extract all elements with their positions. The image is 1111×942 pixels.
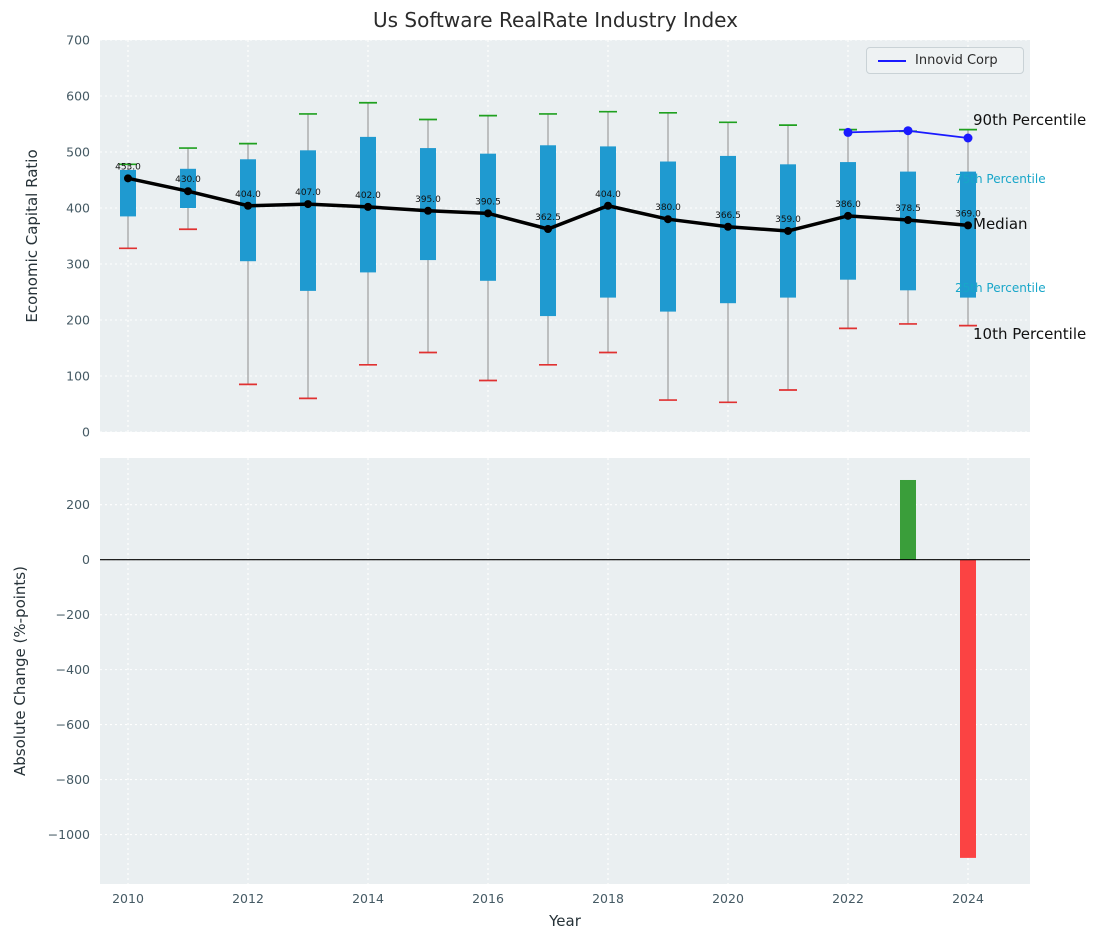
x-tick-label: 2012 <box>232 891 264 906</box>
innovid-corp-marker-2023 <box>904 126 913 135</box>
change-bar-2024 <box>960 560 976 858</box>
annotation-75th-percentile: 75th Percentile <box>955 172 1046 186</box>
x-tick-label: 2016 <box>472 891 504 906</box>
median-marker-2012 <box>244 202 252 210</box>
y-tick-label-bottom: −800 <box>56 772 90 787</box>
median-marker-2019 <box>664 215 672 223</box>
x-tick-label: 2018 <box>592 891 624 906</box>
median-value-label-2015: 395.0 <box>415 195 441 205</box>
percentile-box-2019 <box>660 162 676 312</box>
y-tick-label-top: 300 <box>66 257 90 272</box>
legend-label: Innovid Corp <box>915 53 998 68</box>
median-value-label-2012: 404.0 <box>235 190 261 200</box>
percentile-box-2013 <box>300 150 316 291</box>
y-tick-label-top: 600 <box>66 89 90 104</box>
annotation-25th-percentile: 25th Percentile <box>955 281 1046 295</box>
median-marker-2013 <box>304 200 312 208</box>
median-value-label-2013: 407.0 <box>295 188 321 198</box>
median-marker-2015 <box>424 207 432 215</box>
x-axis-label-year: Year <box>549 912 581 930</box>
y-axis-label-absolute-change: Absolute Change (%-points) <box>11 566 29 776</box>
median-marker-2014 <box>364 203 372 211</box>
y-tick-label-bottom: −600 <box>56 717 90 732</box>
y-tick-label-bottom: −400 <box>56 662 90 677</box>
change-bar-2023 <box>900 480 916 560</box>
percentile-box-2023 <box>900 172 916 291</box>
y-tick-label-top: 700 <box>66 33 90 48</box>
innovid-corp-marker-2024 <box>964 134 973 143</box>
y-tick-label-top: 500 <box>66 145 90 160</box>
median-marker-2021 <box>784 227 792 235</box>
median-value-label-2021: 359.0 <box>775 215 801 225</box>
annotation-90th-percentile: 90th Percentile <box>973 111 1086 129</box>
percentile-box-2018 <box>600 146 616 297</box>
chart-title: Us Software RealRate Industry Index <box>0 8 1111 32</box>
median-value-label-2011: 430.0 <box>175 175 201 185</box>
y-tick-label-bottom: 200 <box>66 497 90 512</box>
y-tick-label-top: 100 <box>66 369 90 384</box>
y-tick-label-bottom: 0 <box>82 552 90 567</box>
legend-line-sample <box>878 60 906 62</box>
x-tick-label: 2022 <box>832 891 864 906</box>
percentile-box-2024 <box>960 172 976 298</box>
median-marker-2018 <box>604 202 612 210</box>
y-tick-label-top: 0 <box>82 425 90 440</box>
top-plot-background <box>100 40 1030 432</box>
median-value-label-2023: 378.5 <box>895 204 921 214</box>
annotation-10th-percentile: 10th Percentile <box>973 325 1086 343</box>
industry-index-chart: 0 100 200 300 400 500 600 700 200 0 −200 −400 −600 −8… <box>0 0 1111 942</box>
median-value-label-2022: 386.0 <box>835 200 861 210</box>
figure: 0 100 200 300 400 500 600 700 200 0 −200 −400 −600 −8… <box>0 0 1111 942</box>
median-marker-2023 <box>904 216 912 224</box>
percentile-box-2012 <box>240 159 256 261</box>
median-marker-2020 <box>724 223 732 231</box>
x-tick-label: 2020 <box>712 891 744 906</box>
median-marker-2016 <box>484 209 492 217</box>
median-marker-2010 <box>124 174 132 182</box>
median-value-label-2014: 402.0 <box>355 191 381 201</box>
median-marker-2017 <box>544 225 552 233</box>
y-tick-label-top: 400 <box>66 201 90 216</box>
legend: Innovid Corp <box>866 47 1024 74</box>
y-tick-label-top: 200 <box>66 313 90 328</box>
x-tick-label: 2024 <box>952 891 984 906</box>
innovid-corp-marker-2022 <box>844 128 853 137</box>
median-marker-2022 <box>844 212 852 220</box>
percentile-box-2022 <box>840 162 856 280</box>
median-value-label-2016: 390.5 <box>475 197 501 207</box>
bottom-plot-background <box>100 458 1030 884</box>
x-tick-label: 2014 <box>352 891 384 906</box>
annotation-median: Median <box>973 215 1028 233</box>
y-tick-label-bottom: −200 <box>56 607 90 622</box>
median-value-label-2020: 366.5 <box>715 211 741 221</box>
median-value-label-2017: 362.5 <box>535 213 561 223</box>
median-value-label-2019: 380.0 <box>655 203 681 213</box>
y-tick-label-bottom: −1000 <box>48 827 90 842</box>
median-value-label-2018: 404.0 <box>595 190 621 200</box>
median-marker-2011 <box>184 187 192 195</box>
median-marker-2024 <box>964 221 972 229</box>
median-value-label-2010: 453.0 <box>115 162 141 172</box>
x-tick-label: 2010 <box>112 891 144 906</box>
y-axis-label-economic-capital-ratio: Economic Capital Ratio <box>23 149 41 322</box>
